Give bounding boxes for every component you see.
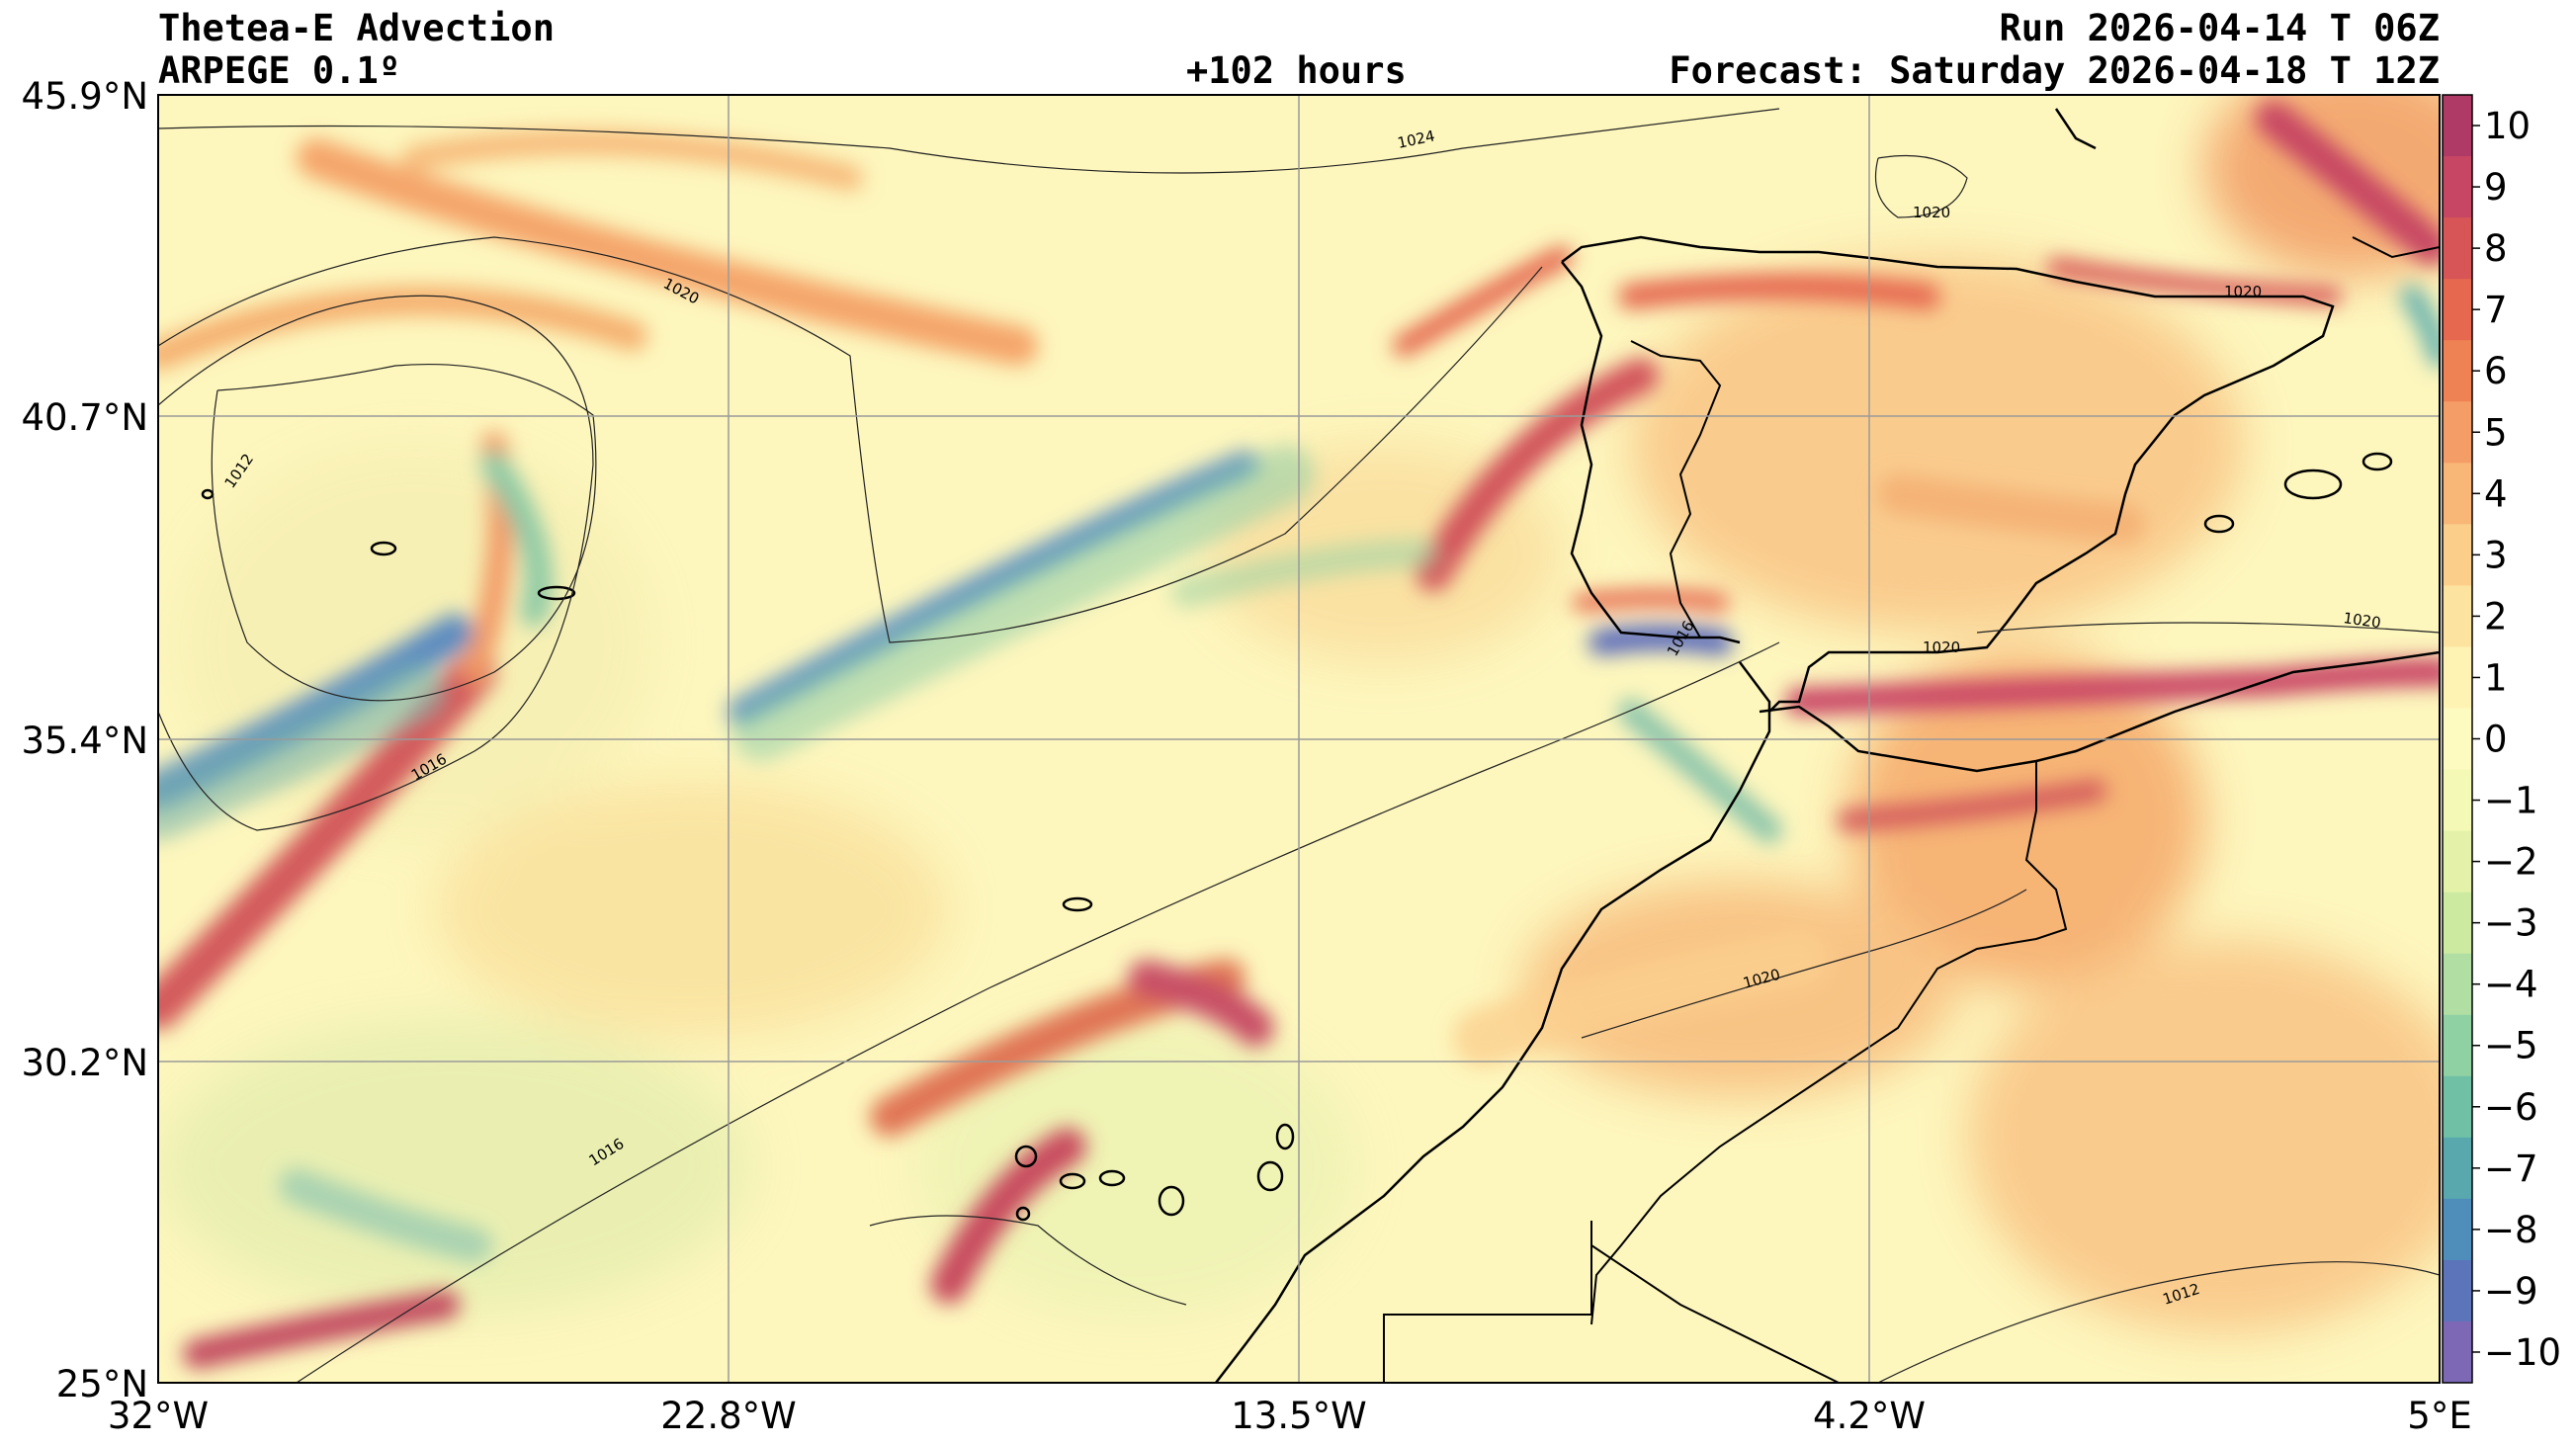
map-title: Thetea-E Advection <box>158 7 555 49</box>
colorbar-tick-label: 1 <box>2484 656 2508 699</box>
colorbar-tick-label: −7 <box>2484 1148 2538 1190</box>
colorbar-tick-label: 4 <box>2484 472 2508 515</box>
longitude-labels: 32°W 22.8°W 13.5°W 4.2°W 5°E <box>108 1395 2472 1437</box>
colorbar-swatch <box>2443 156 2472 218</box>
forecast-label: Forecast: Saturday 2026-04-18 T 12Z <box>1669 49 2440 92</box>
colorbar-swatch <box>2443 1075 2472 1139</box>
colorbar-swatch <box>2443 708 2472 771</box>
isobar-label: 1020 <box>2224 283 2262 300</box>
colorbar-tick-label: −1 <box>2484 780 2538 822</box>
lon-label: 13.5°W <box>1231 1395 1366 1437</box>
isobar-label: 1020 <box>2342 609 2381 632</box>
colorbar-swatch <box>2443 340 2472 402</box>
colorbar-swatch <box>2443 892 2472 955</box>
colorbar-swatch <box>2443 1137 2472 1200</box>
lon-label: 32°W <box>108 1395 209 1437</box>
islands <box>201 452 2393 1222</box>
colorbar-swatch <box>2443 1014 2472 1077</box>
colorbar-tick-label: −5 <box>2484 1025 2538 1067</box>
lon-label: 5°E <box>2407 1395 2471 1437</box>
colorbar-tick-label: 7 <box>2484 289 2508 331</box>
lead-time-label: +102 hours <box>1186 49 1407 92</box>
latitude-labels: 45.9°N 40.7°N 35.4°N 30.2°N 25°N <box>21 75 148 1405</box>
colorbar-tick-label: 2 <box>2484 595 2508 638</box>
colorbar-tick-label: 9 <box>2484 166 2508 209</box>
colorbar-swatch <box>2443 1320 2472 1384</box>
gridlines <box>158 95 2440 1383</box>
colorbar-swatch <box>2443 217 2472 280</box>
lat-label: 40.7°N <box>21 396 148 439</box>
colorbar-swatch <box>2443 401 2472 464</box>
colorbar-swatch <box>2443 1259 2472 1322</box>
colorbar-tick-label: 3 <box>2484 534 2508 576</box>
lon-label: 4.2°W <box>1813 1395 1926 1437</box>
colorbar-swatch <box>2443 279 2472 341</box>
lat-label: 35.4°N <box>21 720 148 762</box>
colorbar-tick-label: 6 <box>2484 350 2508 392</box>
map-frame <box>157 94 2441 1384</box>
colorbar-swatch <box>2443 646 2472 709</box>
colorbar-swatch <box>2443 769 2472 832</box>
colorbar-tick-label: 0 <box>2484 719 2508 761</box>
colorbar-swatch <box>2443 95 2472 157</box>
colorbar-tick-label: 8 <box>2484 227 2508 270</box>
colorbar-tick-label: −6 <box>2484 1086 2538 1129</box>
coastlines <box>1215 108 2440 1383</box>
colorbar-tick-label: −8 <box>2484 1209 2538 1251</box>
colorbar-tick-label: 10 <box>2484 105 2531 147</box>
lat-label: 25°N <box>56 1363 148 1405</box>
isobar-label: 1020 <box>1923 638 1960 656</box>
model-label: ARPEGE 0.1º <box>158 49 401 92</box>
run-label: Run 2026-04-14 T 06Z <box>1999 7 2440 49</box>
colorbar-swatch <box>2443 463 2472 525</box>
isobars <box>158 108 2440 1383</box>
colorbar-tick-label: −3 <box>2484 902 2538 945</box>
colorbar-swatch <box>2443 830 2472 893</box>
lon-label: 22.8°W <box>660 1395 796 1437</box>
isobar-label: 1020 <box>1913 204 1950 221</box>
lat-label: 45.9°N <box>21 75 148 118</box>
lat-label: 30.2°N <box>21 1042 148 1084</box>
colorbar-tick-label: −4 <box>2484 964 2538 1006</box>
colorbar-tick-label: −9 <box>2484 1270 2538 1313</box>
colorbar-swatch <box>2443 1198 2472 1261</box>
colorbar-tick-label: −2 <box>2484 841 2538 884</box>
advection-field: 1024 1020 1020 1020 1012 1016 1016 1016 … <box>158 95 2440 1383</box>
borders <box>1383 236 2440 1383</box>
colorbar-swatch <box>2443 524 2472 586</box>
colorbar-tick-label: −10 <box>2484 1331 2561 1374</box>
colorbar <box>2442 94 2473 1384</box>
colorbar-swatch <box>2443 585 2472 647</box>
colorbar-tick-label: 5 <box>2484 411 2508 454</box>
colorbar-swatch <box>2443 953 2472 1016</box>
